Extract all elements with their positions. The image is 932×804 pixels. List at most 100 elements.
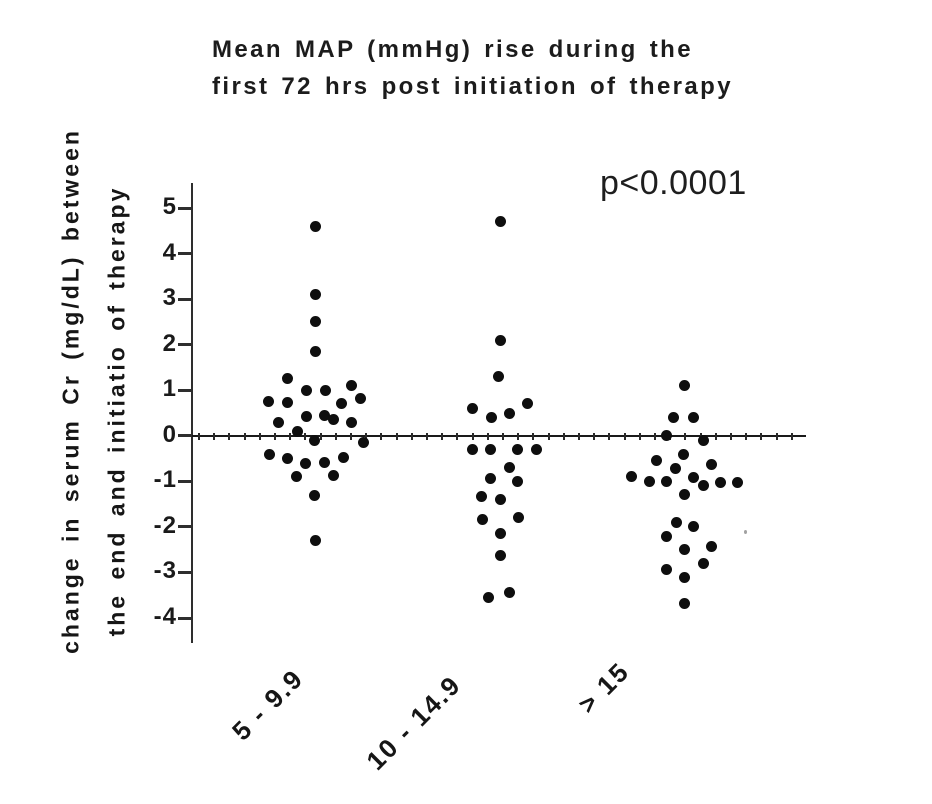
data-point <box>494 550 506 562</box>
data-point <box>318 456 330 468</box>
zero-line-tick <box>608 432 611 440</box>
data-point <box>714 476 726 488</box>
y-tick-label: -4 <box>153 603 177 631</box>
data-point <box>309 535 321 547</box>
zero-line-tick <box>243 432 246 440</box>
zero-line-tick <box>380 432 383 440</box>
zero-line-tick <box>350 432 352 440</box>
y-axis-tick <box>178 343 192 347</box>
y-axis-tick <box>178 479 192 483</box>
data-point <box>484 443 496 455</box>
zero-line-tick <box>410 432 413 440</box>
chart-title-line2: first 72 hrs post initiation of therapy <box>212 73 733 100</box>
y-axis-tick <box>178 297 192 301</box>
data-point <box>476 514 488 526</box>
data-point <box>678 488 690 500</box>
data-point <box>299 457 311 469</box>
y-axis-tick <box>178 388 192 392</box>
zero-line-tick <box>623 432 626 440</box>
data-point <box>687 412 699 424</box>
data-point <box>272 416 284 428</box>
data-point <box>650 455 662 467</box>
y-tick-label: 2 <box>162 329 177 357</box>
data-point <box>475 490 487 502</box>
data-point <box>318 409 330 421</box>
data-point <box>687 521 699 533</box>
zero-line-tick <box>547 432 550 440</box>
data-point <box>678 380 690 392</box>
data-point <box>300 411 312 423</box>
data-point <box>705 540 717 552</box>
data-point <box>660 531 672 543</box>
y-tick-label: 4 <box>162 238 177 266</box>
data-point <box>337 452 349 464</box>
data-point <box>327 470 339 482</box>
chart-title: Mean MAP (mmHg) rise during the first 72… <box>212 31 733 105</box>
x-tick-label-group1: 5 - 9.9 <box>226 663 310 747</box>
y-axis-line <box>191 183 193 643</box>
y-tick-label: 3 <box>162 284 177 312</box>
zero-line-tick <box>714 432 717 440</box>
data-point <box>300 384 312 396</box>
data-point <box>290 471 302 483</box>
zero-line-tick <box>274 432 276 440</box>
data-point <box>511 475 523 487</box>
data-point <box>678 544 690 556</box>
data-point <box>308 434 320 446</box>
data-point <box>494 494 506 506</box>
data-point <box>697 557 709 569</box>
zero-baseline <box>192 435 806 437</box>
x-tick-label-group2: 10 - 14.9 <box>360 669 467 776</box>
data-point <box>512 512 524 524</box>
zero-line-tick <box>365 432 368 440</box>
data-point <box>262 396 274 408</box>
data-point <box>503 587 515 599</box>
zero-line-tick <box>517 432 520 440</box>
y-axis-tick <box>178 206 192 210</box>
data-point <box>503 462 515 474</box>
x-tick-label-group3: > 15 <box>572 656 636 720</box>
data-point <box>308 489 320 501</box>
zero-line-tick <box>228 432 231 440</box>
zero-line-tick <box>775 432 778 440</box>
data-point <box>345 380 357 392</box>
data-point <box>670 516 682 528</box>
y-axis-tick <box>178 570 192 574</box>
data-point <box>687 472 699 484</box>
data-point <box>678 572 690 584</box>
data-point <box>677 449 689 461</box>
zero-line-tick <box>502 432 504 440</box>
zero-line-tick <box>456 432 459 440</box>
data-point <box>660 430 672 442</box>
data-point <box>309 316 321 328</box>
data-point <box>643 475 655 487</box>
data-point <box>667 412 679 424</box>
y-axis-tick <box>178 616 192 620</box>
data-point <box>335 398 347 410</box>
data-point <box>530 443 542 455</box>
y-tick-label: -1 <box>153 466 177 494</box>
data-point <box>281 373 293 385</box>
data-point <box>492 371 504 383</box>
data-point <box>705 458 717 470</box>
zero-line-tick <box>426 432 428 440</box>
zero-line-tick <box>578 432 580 440</box>
data-point <box>678 597 690 609</box>
y-tick-label: 1 <box>162 375 177 403</box>
zero-line-tick <box>334 432 337 440</box>
data-point <box>503 407 515 419</box>
zero-line-tick <box>198 432 200 440</box>
data-point <box>319 384 331 396</box>
data-point <box>281 453 293 465</box>
zero-line-tick <box>684 432 687 440</box>
data-point <box>291 425 303 437</box>
zero-line-tick <box>745 432 748 440</box>
data-point <box>697 479 709 491</box>
y-axis-tick <box>178 434 192 438</box>
zero-line-tick <box>441 432 444 440</box>
data-point <box>482 592 494 604</box>
y-axis-tick <box>178 252 192 256</box>
data-point <box>345 416 357 428</box>
data-point <box>731 476 743 488</box>
